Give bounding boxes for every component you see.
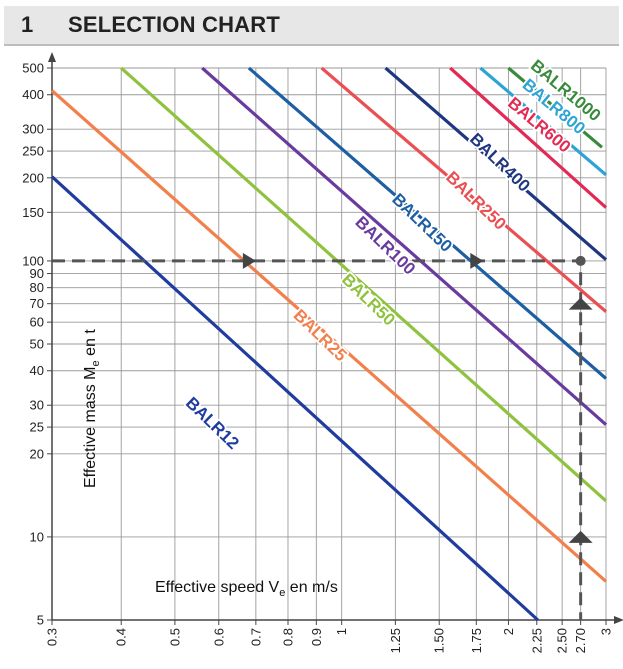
y-tick-label-90: 90	[30, 266, 44, 281]
x-tick-label-0.4: 0.4	[114, 628, 129, 646]
x-tick-label-0.7: 0.7	[248, 628, 263, 646]
series-line-balr50	[120, 66, 608, 503]
x-tick-label-2.25: 2.25	[529, 628, 544, 653]
header-divider	[4, 44, 619, 46]
x-tick-label-0.3: 0.3	[45, 628, 60, 646]
y-tick-label-5: 5	[37, 613, 44, 628]
section-title: SELECTION CHART	[68, 12, 280, 37]
series-line-balr100	[201, 66, 608, 426]
series-line-balr150	[247, 66, 608, 380]
series-line-balr800	[479, 66, 608, 177]
x-tick-label-0.8: 0.8	[280, 628, 295, 646]
x-axis-label: Effective speed Ve en m/s	[155, 579, 338, 599]
guide-arrow-up-3	[568, 297, 593, 310]
x-tick-label-0.5: 0.5	[167, 628, 182, 646]
x-tick-label-1.75: 1.75	[469, 628, 484, 653]
y-tick-label-60: 60	[30, 315, 44, 330]
series-line-balr1000	[507, 66, 603, 149]
series-line-balr250	[320, 66, 608, 313]
y-axis-label-unit: en t	[82, 329, 99, 361]
x-tick-label-1.50: 1.50	[432, 628, 447, 653]
x-axis-label-sub: e	[279, 587, 285, 599]
y-tick-label-80: 80	[30, 280, 44, 295]
y-tick-label-200: 200	[22, 170, 44, 185]
series-line-balr25	[50, 89, 608, 583]
y-tick-label-100: 100	[22, 253, 44, 268]
chart-axes	[48, 52, 623, 624]
x-tick-label-1.25: 1.25	[388, 628, 403, 653]
chart-series	[50, 66, 608, 622]
y-tick-label-500: 500	[22, 61, 44, 76]
x-tick-label-2: 2	[501, 628, 516, 635]
section-header: 1 SELECTION CHART	[4, 6, 619, 44]
y-tick-label-150: 150	[22, 205, 44, 220]
y-tick-label-25: 25	[30, 420, 44, 435]
x-tick-label-2.50: 2.50	[555, 628, 570, 653]
y-tick-label-40: 40	[30, 363, 44, 378]
x-tick-label-1: 1	[334, 628, 349, 635]
guide-arrow-right-2	[470, 252, 484, 269]
guide-arrow-right-1	[242, 252, 256, 269]
series-label-balr12: BALR12	[182, 393, 243, 453]
x-tick-label-2.70: 2.70	[573, 628, 588, 653]
guide-intersection-dot	[575, 255, 586, 266]
y-tick-label-30: 30	[30, 398, 44, 413]
series-label-balr50: BALR50	[338, 270, 399, 330]
series-line-balr12	[50, 175, 539, 622]
y-axis-arrow	[48, 52, 56, 62]
chart-guides	[52, 252, 593, 620]
chart-axis-labels: Effective speed Ve en m/s Effective mass…	[82, 329, 338, 599]
y-tick-label-10: 10	[30, 529, 44, 544]
y-tick-label-250: 250	[22, 144, 44, 159]
y-axis-label-sub: e	[90, 360, 102, 366]
y-tick-label-400: 400	[22, 87, 44, 102]
y-axis-label: Effective mass Me en t	[82, 329, 102, 488]
y-tick-label-50: 50	[30, 337, 44, 352]
series-line-balr600	[449, 66, 608, 209]
x-tick-label-3: 3	[599, 628, 614, 635]
y-tick-label-70: 70	[30, 296, 44, 311]
x-tick-label-0.9: 0.9	[309, 628, 324, 646]
y-tick-label-20: 20	[30, 446, 44, 461]
guide-arrow-up-4	[568, 530, 593, 543]
x-axis-label-unit: en m/s	[285, 579, 337, 596]
series-line-balr400	[384, 66, 608, 261]
x-axis-label-text: Effective speed V	[155, 579, 280, 596]
y-tick-label-300: 300	[22, 122, 44, 137]
y-axis-label-text: Effective mass M	[82, 366, 99, 488]
section-number: 1	[21, 12, 34, 37]
x-axis-arrow	[614, 616, 623, 624]
x-tick-label-0.6: 0.6	[211, 628, 226, 646]
